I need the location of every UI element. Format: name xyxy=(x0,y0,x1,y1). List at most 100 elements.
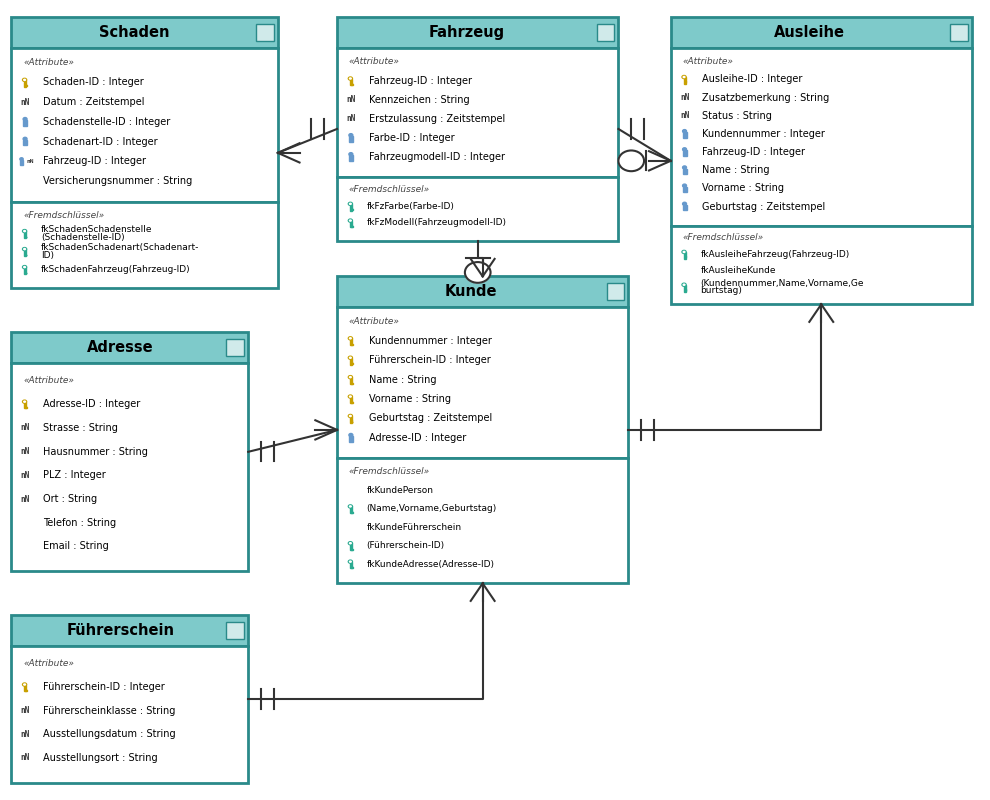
Circle shape xyxy=(348,395,352,398)
FancyBboxPatch shape xyxy=(337,18,619,48)
Bar xyxy=(23,140,27,146)
Bar xyxy=(682,132,686,138)
Text: Führerschein-ID : Integer: Führerschein-ID : Integer xyxy=(43,682,164,692)
Circle shape xyxy=(23,248,26,250)
Circle shape xyxy=(347,414,353,418)
Bar xyxy=(683,77,685,84)
Circle shape xyxy=(347,76,353,81)
Bar xyxy=(682,169,686,174)
Bar xyxy=(349,416,351,422)
FancyBboxPatch shape xyxy=(11,362,248,571)
FancyBboxPatch shape xyxy=(337,48,619,177)
FancyBboxPatch shape xyxy=(597,24,615,41)
Text: fkKundeAdresse(Adresse-ID): fkKundeAdresse(Adresse-ID) xyxy=(366,559,495,569)
FancyBboxPatch shape xyxy=(671,48,972,226)
Circle shape xyxy=(347,202,353,206)
Text: nN: nN xyxy=(27,159,34,164)
Circle shape xyxy=(348,357,352,359)
Bar xyxy=(349,221,351,227)
Text: fkAusleiheKunde: fkAusleiheKunde xyxy=(700,266,776,275)
Text: Ausstellungsdatum : String: Ausstellungsdatum : String xyxy=(43,730,175,739)
Text: Kunde: Kunde xyxy=(445,284,497,299)
Text: fkKundePerson: fkKundePerson xyxy=(366,486,434,495)
FancyBboxPatch shape xyxy=(227,339,245,356)
Circle shape xyxy=(682,76,686,78)
Circle shape xyxy=(682,283,686,286)
Text: Schadenstelle-ID : Integer: Schadenstelle-ID : Integer xyxy=(43,117,170,127)
FancyBboxPatch shape xyxy=(337,177,619,241)
Text: fkSchadenSchadenstelle: fkSchadenSchadenstelle xyxy=(41,225,152,234)
Text: nN: nN xyxy=(680,93,689,102)
Bar xyxy=(682,186,686,192)
Circle shape xyxy=(23,78,26,81)
Text: Kundennummer : Integer: Kundennummer : Integer xyxy=(702,129,826,139)
Bar xyxy=(349,338,351,345)
Text: «Fremdschlüssel»: «Fremdschlüssel» xyxy=(348,467,430,477)
Text: Telefon : String: Telefon : String xyxy=(43,518,116,528)
Text: (Schadenstelle-ID): (Schadenstelle-ID) xyxy=(41,233,125,242)
Text: (Name,Vorname,Geburtstag): (Name,Vorname,Geburtstag) xyxy=(366,504,497,514)
Text: fkFzModell(Fahrzeugmodell-ID): fkFzModell(Fahrzeugmodell-ID) xyxy=(366,218,507,227)
Text: «Attribute»: «Attribute» xyxy=(23,658,74,668)
Text: nN: nN xyxy=(21,754,30,762)
Circle shape xyxy=(23,401,26,403)
Text: Fahrzeug-ID : Integer: Fahrzeug-ID : Integer xyxy=(43,156,146,166)
Text: Fahrzeug-ID : Integer: Fahrzeug-ID : Integer xyxy=(368,76,471,86)
Text: Kundennummer : Integer: Kundennummer : Integer xyxy=(368,336,491,346)
Circle shape xyxy=(682,148,686,151)
FancyBboxPatch shape xyxy=(11,48,278,202)
Circle shape xyxy=(348,337,352,339)
FancyBboxPatch shape xyxy=(11,202,278,288)
FancyBboxPatch shape xyxy=(950,24,968,41)
Circle shape xyxy=(23,118,27,121)
Text: fkFzFarbe(Farbe-ID): fkFzFarbe(Farbe-ID) xyxy=(366,202,454,210)
Text: Fahrzeug-ID : Integer: Fahrzeug-ID : Integer xyxy=(702,147,805,157)
Circle shape xyxy=(465,262,491,283)
Text: nN: nN xyxy=(21,98,30,106)
Bar xyxy=(348,155,352,161)
Text: ID): ID) xyxy=(41,251,53,260)
FancyBboxPatch shape xyxy=(11,18,278,48)
Circle shape xyxy=(348,414,352,418)
Circle shape xyxy=(681,74,687,79)
Text: Vorname : String: Vorname : String xyxy=(368,394,450,404)
Bar xyxy=(24,685,26,691)
Circle shape xyxy=(348,434,352,437)
Bar xyxy=(24,402,26,409)
Text: Strasse : String: Strasse : String xyxy=(43,423,118,433)
Circle shape xyxy=(347,394,353,398)
Circle shape xyxy=(22,247,28,251)
Text: Datum : Zeitstempel: Datum : Zeitstempel xyxy=(43,97,145,107)
Text: fkKundeFührerschein: fkKundeFührerschein xyxy=(366,522,461,532)
Circle shape xyxy=(22,399,28,404)
FancyBboxPatch shape xyxy=(11,615,248,646)
Text: PLZ : Integer: PLZ : Integer xyxy=(43,470,106,480)
Text: Vorname : String: Vorname : String xyxy=(702,183,784,194)
FancyBboxPatch shape xyxy=(607,283,625,300)
Text: Kennzeichen : String: Kennzeichen : String xyxy=(368,95,469,105)
FancyBboxPatch shape xyxy=(337,277,629,306)
Bar xyxy=(24,249,26,256)
Circle shape xyxy=(348,202,352,205)
Circle shape xyxy=(348,78,352,80)
Circle shape xyxy=(22,682,28,686)
Text: «Fremdschlüssel»: «Fremdschlüssel» xyxy=(682,234,763,242)
Text: Fahrzeug: Fahrzeug xyxy=(429,25,505,40)
Text: «Attribute»: «Attribute» xyxy=(23,58,74,67)
Text: Geburtstag : Zeitstempel: Geburtstag : Zeitstempel xyxy=(368,414,492,423)
FancyBboxPatch shape xyxy=(227,622,245,638)
FancyBboxPatch shape xyxy=(337,306,629,458)
Bar xyxy=(349,506,351,513)
Text: nN: nN xyxy=(21,423,30,432)
Text: nN: nN xyxy=(21,447,30,456)
Bar xyxy=(348,136,352,142)
Circle shape xyxy=(682,202,686,206)
FancyBboxPatch shape xyxy=(337,458,629,583)
Circle shape xyxy=(682,130,686,133)
Text: Adresse: Adresse xyxy=(87,340,153,355)
Text: nN: nN xyxy=(21,730,30,738)
Text: Farbe-ID : Integer: Farbe-ID : Integer xyxy=(368,133,454,143)
Circle shape xyxy=(23,230,26,232)
Circle shape xyxy=(348,134,352,137)
Text: Ort : String: Ort : String xyxy=(43,494,97,504)
